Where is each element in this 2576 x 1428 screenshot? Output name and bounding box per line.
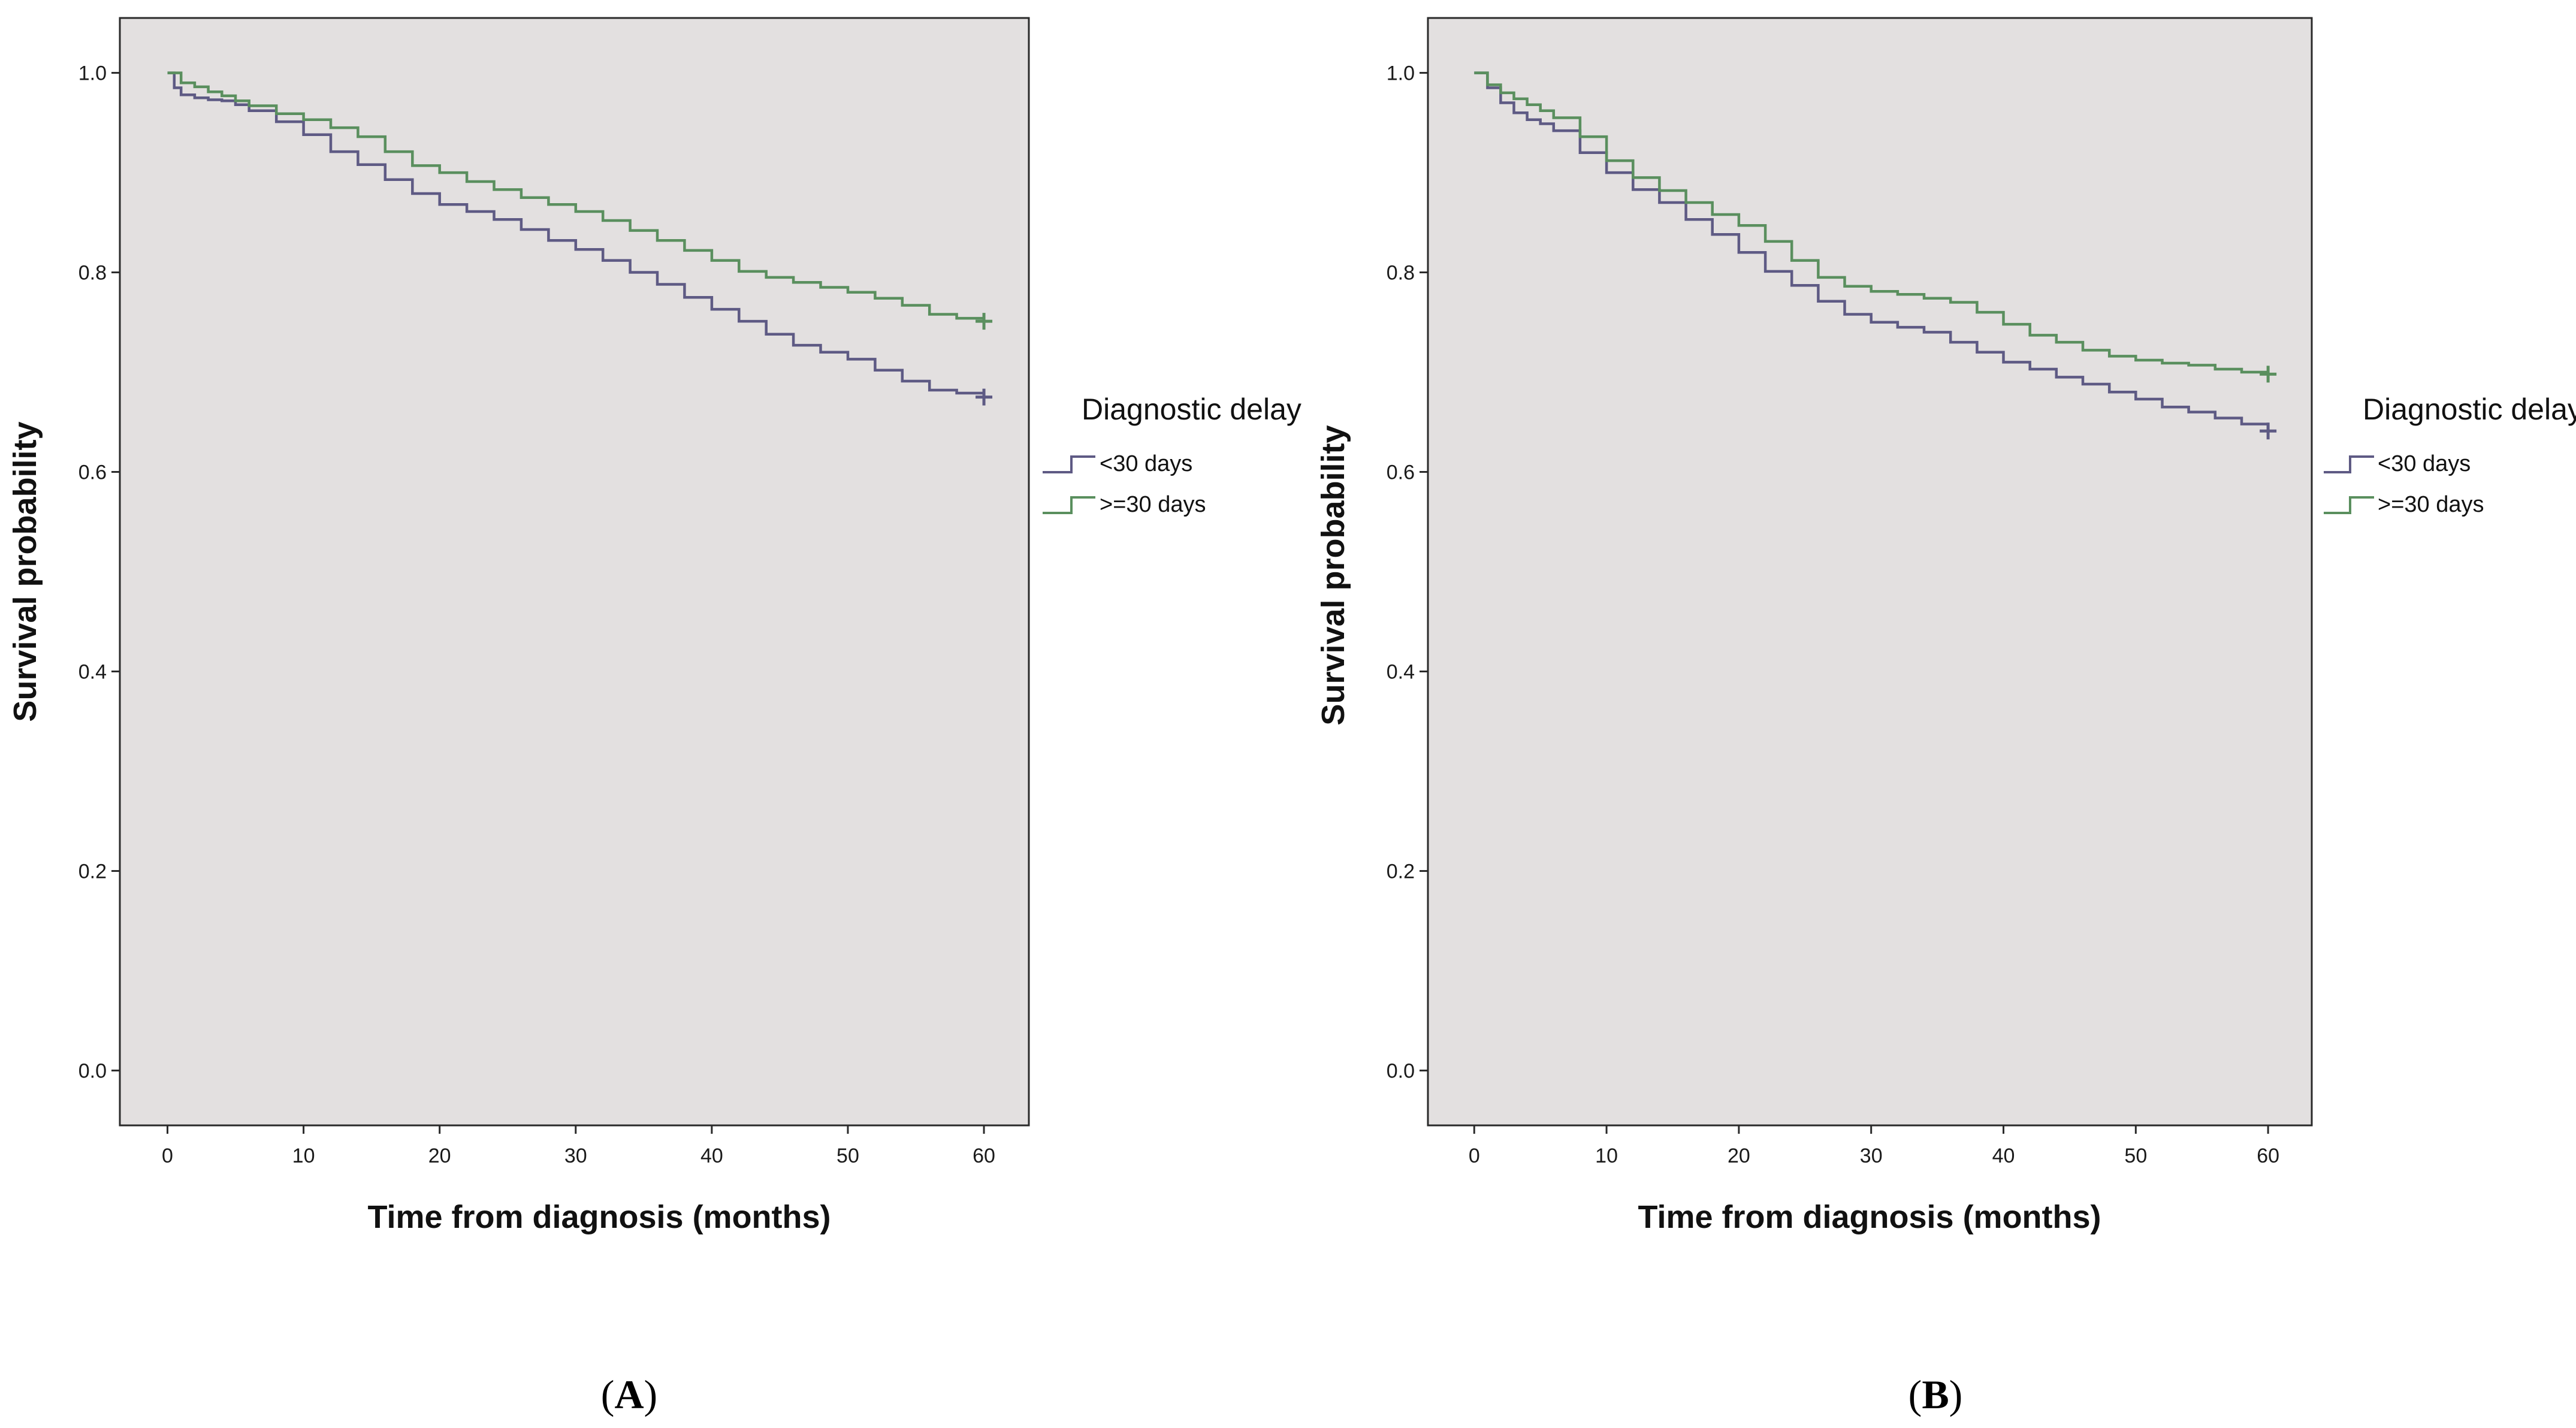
x-tick-label: 60 <box>973 1145 995 1167</box>
y-axis-title: Survival probability <box>7 421 43 721</box>
panel-label: (A) <box>601 1372 657 1417</box>
y-tick-label: 0.4 <box>1387 660 1415 683</box>
x-axis-title: Time from diagnosis (months) <box>1638 1199 2101 1235</box>
x-tick-label: 30 <box>564 1145 587 1167</box>
x-axis: 0 10 20 30 40 50 60 <box>1469 1125 2279 1167</box>
y-tick-label: 0.0 <box>1387 1059 1415 1082</box>
censor-mark <box>2260 422 2277 440</box>
legend-swatch-30-days-or-more <box>2324 496 2374 514</box>
y-tick-label: 0.8 <box>78 262 107 285</box>
x-tick-label: 60 <box>2257 1145 2279 1167</box>
legend-label-under-30-days: <30 days <box>1100 451 1192 476</box>
censor-mark <box>976 313 993 330</box>
y-tick-label: 0.6 <box>78 461 107 484</box>
legend: Diagnostic delay <30 days >=30 days <box>2324 393 2576 517</box>
legend-label-30-days-or-more: >=30 days <box>2378 492 2484 517</box>
legend-swatch-30-days-or-more <box>1043 496 1095 514</box>
x-tick-label: 50 <box>2124 1145 2147 1167</box>
panel-label-letter: A <box>614 1372 644 1417</box>
y-tick-label: 0.2 <box>1387 860 1415 883</box>
x-tick-label: 20 <box>1728 1145 1750 1167</box>
y-tick-label: 0.8 <box>1387 262 1415 285</box>
curve-under-30-days <box>1474 71 2270 431</box>
censor-mark <box>976 388 993 406</box>
curve-30-days-or-more <box>1474 71 2270 375</box>
y-axis: 0.0 0.2 0.4 0.6 0.8 1.0 <box>78 62 120 1082</box>
panel-label: (B) <box>1908 1372 1963 1417</box>
plot-area <box>1427 17 2313 1127</box>
plot-area <box>119 17 1030 1127</box>
y-tick-label: 1.0 <box>78 62 107 85</box>
legend-title: Diagnostic delay <box>1082 393 1301 426</box>
legend-swatch-under-30-days <box>2324 455 2374 473</box>
x-tick-label: 10 <box>1595 1145 1618 1167</box>
panel-label-letter: B <box>1922 1372 1949 1417</box>
legend: Diagnostic delay <30 days >=30 days <box>1043 393 1301 517</box>
chart-panel-a: 0.0 0.2 0.4 0.6 0.8 1.0 0 10 20 30 40 50 60 Time fr… <box>7 17 1301 1417</box>
x-axis-title: Time from diagnosis (months) <box>367 1199 831 1235</box>
y-tick-label: 0.0 <box>78 1059 107 1082</box>
x-tick-label: 30 <box>1860 1145 1883 1167</box>
y-axis: 0.0 0.2 0.4 0.6 0.8 1.0 <box>1387 62 1428 1082</box>
x-tick-label: 40 <box>700 1145 723 1167</box>
y-tick-label: 0.6 <box>1387 461 1415 484</box>
curve-30-days-or-more <box>167 71 986 322</box>
legend-swatch-under-30-days <box>1043 455 1095 473</box>
y-tick-label: 1.0 <box>1387 62 1415 85</box>
x-tick-label: 0 <box>162 1145 173 1167</box>
x-tick-label: 0 <box>1469 1145 1480 1167</box>
curves <box>167 71 993 406</box>
x-tick-label: 10 <box>292 1145 315 1167</box>
censor-mark <box>2260 366 2277 383</box>
legend-label-under-30-days: <30 days <box>2378 451 2471 476</box>
legend-label-30-days-or-more: >=30 days <box>1100 492 1206 517</box>
chart-panel-b: 0.0 0.2 0.4 0.6 0.8 1.0 0 10 20 30 40 50 60 Time fr… <box>1315 17 2576 1417</box>
x-axis: 0 10 20 30 40 50 60 <box>162 1125 995 1167</box>
x-tick-label: 40 <box>1992 1145 2015 1167</box>
curves <box>1474 71 2277 440</box>
y-axis-title: Survival probability <box>1315 425 1351 725</box>
x-tick-label: 20 <box>428 1145 451 1167</box>
x-tick-label: 50 <box>836 1145 859 1167</box>
legend-title: Diagnostic delay <box>2363 393 2576 426</box>
y-tick-label: 0.2 <box>78 860 107 883</box>
y-tick-label: 0.4 <box>78 660 107 683</box>
